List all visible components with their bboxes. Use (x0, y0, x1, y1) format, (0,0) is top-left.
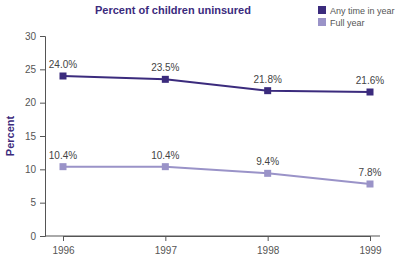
x-axis: 1996 1997 1998 1999 (52, 236, 382, 256)
line (63, 76, 370, 92)
line (63, 167, 370, 184)
y-tick: 20 (25, 97, 45, 108)
legend-swatch (318, 6, 326, 14)
x-tick-mark (165, 236, 166, 241)
x-tick: 1998 (257, 236, 280, 256)
x-tick-mark (63, 236, 64, 241)
x-tick-mark (268, 236, 269, 241)
y-axis: 0 5 10 15 20 25 30 (25, 31, 46, 242)
y-tick-label: 15 (25, 131, 37, 142)
x-axis-domain (64, 237, 371, 242)
marker (162, 76, 169, 83)
y-tick-label: 20 (25, 97, 37, 108)
y-tick: 15 (25, 131, 45, 142)
x-tick: 1999 (359, 236, 382, 256)
marker (367, 181, 374, 188)
y-tick: 30 (25, 31, 45, 42)
marker (60, 163, 67, 170)
marker (367, 89, 374, 96)
y-tick-mark (40, 236, 45, 237)
y-axis-title: Percent (4, 115, 16, 156)
legend-label: Full year (330, 18, 365, 28)
data-label: 23.5% (151, 62, 179, 73)
data-labels: 24.0% 23.5% 21.8% 21.6% 10.4% 10.4% 9.4% 7.8% (49, 59, 384, 178)
x-tick-mark (370, 236, 371, 241)
y-tick-label: 25 (25, 64, 37, 75)
marker (162, 163, 169, 170)
x-tick-label: 1996 (52, 245, 75, 256)
title: Percent of children uninsured (95, 4, 251, 16)
x-tick-label: 1997 (155, 245, 178, 256)
y-tick: 10 (25, 164, 45, 175)
y-tick-mark (40, 169, 45, 170)
marker (264, 87, 271, 94)
y-tick: 25 (25, 64, 45, 75)
marker (264, 170, 271, 177)
y-tick-mark (40, 136, 45, 137)
x-tick-label: 1998 (257, 245, 280, 256)
data-label: 24.0% (49, 59, 77, 70)
y-tick-label: 0 (30, 231, 36, 242)
y-tick-mark (40, 36, 45, 37)
y-tick-label: 10 (25, 164, 37, 175)
data-label: 10.4% (151, 150, 179, 161)
y-axis-line (40, 37, 46, 237)
data-label: 21.6% (356, 75, 384, 86)
legend: Any time in year Full year (318, 6, 395, 28)
x-tick: 1996 (52, 236, 75, 256)
legend-label: Any time in year (330, 6, 395, 16)
data-label: 9.4% (256, 156, 279, 167)
y-tick-mark (40, 69, 45, 70)
y-tick: 0 (30, 231, 45, 242)
y-tick: 5 (30, 197, 45, 208)
data-label: 21.8% (253, 74, 281, 85)
y-tick-label: 30 (25, 31, 37, 42)
y-tick-mark (40, 103, 45, 104)
marker (60, 73, 67, 80)
data-label: 7.8% (359, 167, 382, 178)
legend-swatch (318, 18, 326, 26)
x-tick-label: 1999 (359, 245, 382, 256)
y-tick-mark (40, 203, 45, 204)
x-tick: 1997 (155, 236, 178, 256)
plot-area (60, 73, 374, 188)
chart: Percent of children uninsured Percent 0 5 10… (0, 0, 400, 261)
y-tick-label: 5 (30, 197, 36, 208)
data-label: 10.4% (49, 150, 77, 161)
